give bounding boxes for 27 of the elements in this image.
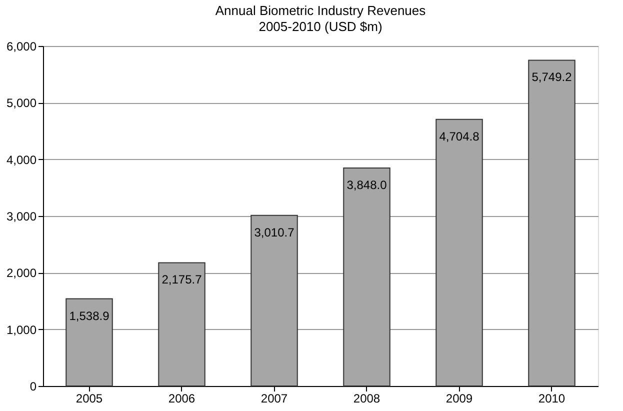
x-tick-label: 2007	[260, 392, 288, 406]
x-tick-label: 2009	[446, 392, 473, 406]
y-tick-label: 3,000	[6, 210, 37, 224]
bar	[436, 118, 483, 386]
y-tick-label: 2,000	[6, 266, 37, 280]
bar	[528, 60, 576, 386]
bar	[66, 298, 113, 386]
bar	[158, 262, 206, 386]
y-tick-label: 4,000	[6, 152, 37, 167]
y-tick-label: 0	[30, 380, 37, 394]
x-tick-label: 2008	[353, 392, 380, 406]
chart-title: Annual Biometric Industry Revenues	[215, 3, 426, 18]
data-label: 4,704.8	[439, 129, 480, 144]
y-tick-label: 1,000	[6, 322, 37, 337]
x-tick-label: 2005	[76, 392, 103, 406]
data-label: 3,010.7	[254, 225, 295, 240]
chart-subtitle: 2005-2010 (USD $m)	[258, 19, 382, 34]
data-label: 5,749.2	[532, 70, 572, 84]
x-tick-label: 2006	[168, 392, 196, 406]
data-label: 1,538.9	[69, 308, 110, 323]
y-tick-label: 6,000	[6, 40, 37, 54]
bar	[250, 214, 298, 386]
x-tick-label: 2010	[538, 392, 566, 406]
data-label: 2,175.7	[162, 272, 202, 287]
bar	[343, 167, 390, 386]
y-tick-label: 5,000	[6, 96, 37, 110]
data-label: 3,848.0	[346, 178, 388, 192]
